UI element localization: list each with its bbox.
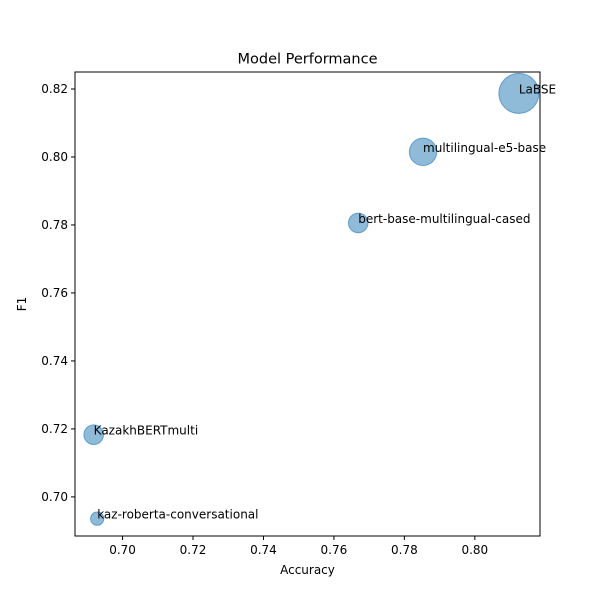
x-axis: 0.70 0.72 0.74 0.76 0.78 0.80 [109,536,488,557]
x-tick-label: 0.78 [391,543,418,557]
data-point [347,212,369,234]
point-label: kaz-roberta-conversational [97,508,258,522]
x-tick-label: 0.74 [250,543,277,557]
point-label: multilingual-e5-base [423,141,546,155]
x-tick-label: 0.80 [461,543,488,557]
data-point [498,72,540,114]
y-tick-label: 0.82 [41,82,68,96]
y-tick-label: 0.74 [41,354,68,368]
y-tick-label: 0.76 [41,286,68,300]
y-tick-label: 0.78 [41,218,68,232]
x-tick-label: 0.70 [109,543,136,557]
plot-frame [74,71,541,537]
point-label: LaBSE [519,82,556,96]
y-axis-label: F1 [15,297,29,312]
y-tick-label: 0.70 [41,490,68,504]
labels-layer: LaBSE multilingual-e5-base bert-base-multi… [94,82,556,521]
chart-title: Model Performance [237,52,377,68]
points-layer [83,72,540,526]
point-label: KazakhBERTmulti [94,424,199,438]
x-tick-label: 0.76 [321,543,348,557]
x-axis-label: Accuracy [280,563,335,577]
point-label: bert-base-multilingual-cased [358,212,530,226]
y-tick-label: 0.72 [41,422,68,436]
data-point [408,137,438,167]
y-tick-label: 0.80 [41,150,68,164]
x-tick-label: 0.72 [180,543,207,557]
data-point [83,424,104,445]
y-axis: 0.70 0.72 0.74 0.76 0.78 0.80 0.82 [41,82,75,504]
data-point [90,511,105,526]
